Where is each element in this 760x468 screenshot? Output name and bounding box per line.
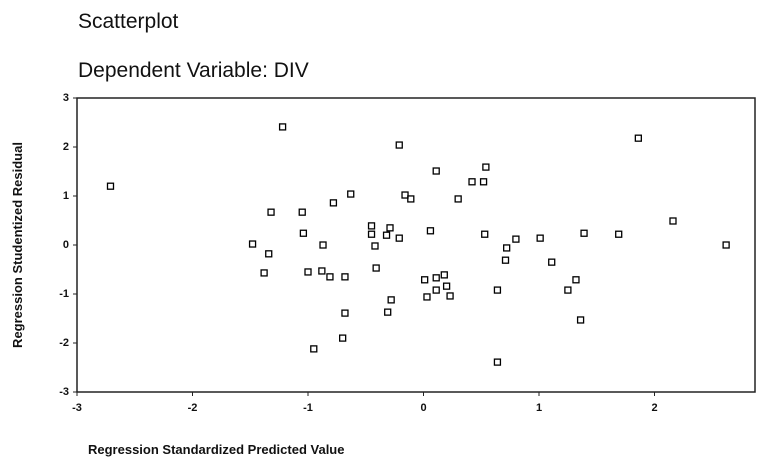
point [576, 316, 585, 324]
point [722, 241, 730, 249]
point [267, 208, 275, 216]
point [421, 276, 429, 284]
point [432, 274, 440, 282]
point [304, 268, 312, 276]
point [512, 235, 520, 243]
point [426, 227, 435, 235]
point [387, 296, 395, 304]
point [446, 292, 454, 300]
point [536, 234, 544, 242]
point [615, 230, 623, 238]
point [454, 195, 462, 203]
point [432, 167, 440, 175]
x-tick-label: -3 [72, 402, 82, 414]
point [479, 178, 488, 186]
y-tick-label: 3 [63, 92, 69, 104]
point [106, 182, 115, 190]
point [248, 240, 257, 248]
point [339, 334, 347, 342]
point [318, 267, 326, 275]
point [503, 244, 511, 252]
point [278, 123, 287, 131]
point [372, 264, 380, 272]
x-axis-label: Regression Standardized Predicted Value [88, 442, 344, 457]
y-tick-label: 0 [63, 239, 69, 251]
point [481, 230, 489, 238]
point [432, 286, 440, 294]
point [564, 286, 572, 294]
point [265, 250, 273, 258]
point [493, 286, 502, 294]
point [367, 230, 376, 238]
point [347, 190, 355, 198]
point [395, 141, 403, 149]
x-tick-label: 2 [651, 402, 657, 414]
y-tick-label: -2 [59, 337, 69, 349]
point [493, 358, 502, 366]
point [384, 308, 392, 316]
point [423, 293, 431, 301]
point [401, 191, 409, 199]
point [319, 241, 327, 249]
point [482, 163, 490, 171]
chart-subtitle: Dependent Variable: DIV [78, 59, 309, 82]
point [341, 273, 349, 281]
point [382, 231, 391, 239]
point [501, 256, 510, 264]
point [572, 276, 580, 284]
y-tick-label: 2 [63, 141, 69, 153]
point [395, 234, 403, 242]
point [634, 134, 642, 142]
point [407, 195, 415, 203]
plot-frame [76, 97, 756, 393]
point [386, 224, 394, 232]
x-tick-label: -2 [188, 402, 198, 414]
y-tick-label: -3 [59, 386, 69, 398]
point [468, 178, 476, 186]
point [580, 229, 588, 237]
point [371, 242, 379, 250]
x-tick-label: 1 [536, 402, 542, 414]
point [260, 269, 268, 277]
x-tick-label: -1 [303, 402, 313, 414]
point [669, 217, 677, 225]
point [329, 199, 338, 207]
chart-title: Scatterplot [78, 10, 179, 33]
point [442, 282, 451, 290]
point [298, 208, 306, 216]
point [310, 345, 318, 353]
point [548, 258, 556, 266]
x-tick-label: 0 [420, 402, 426, 414]
y-tick-label: -1 [59, 288, 69, 300]
point [341, 309, 349, 317]
point [367, 222, 376, 230]
y-axis-label: Regression Studentized Residual [10, 142, 25, 348]
point [326, 273, 334, 281]
point [440, 271, 448, 279]
y-tick-label: 1 [63, 190, 69, 202]
point [299, 229, 308, 237]
